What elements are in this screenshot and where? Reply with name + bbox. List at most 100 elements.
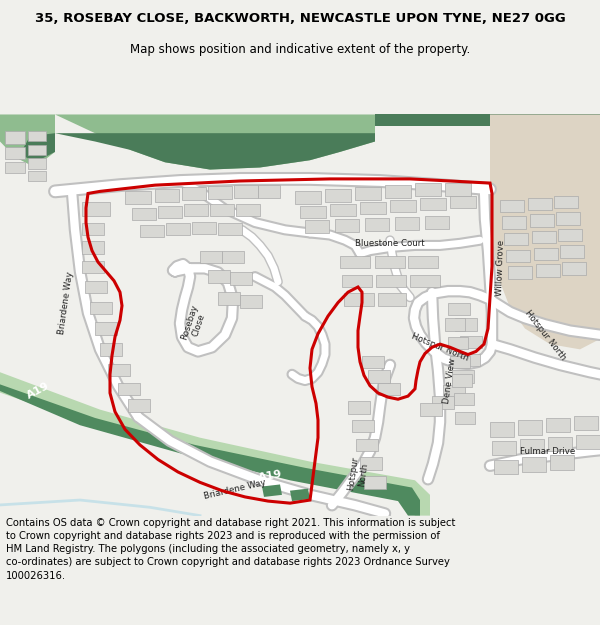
- Bar: [560, 246, 584, 258]
- Bar: [218, 222, 242, 235]
- Bar: [258, 185, 280, 198]
- Bar: [452, 370, 474, 382]
- Bar: [132, 208, 156, 221]
- Bar: [500, 200, 524, 212]
- Bar: [502, 216, 526, 229]
- Polygon shape: [0, 382, 420, 516]
- Bar: [236, 204, 260, 216]
- Bar: [494, 459, 518, 474]
- Text: Fulmar Drive: Fulmar Drive: [520, 447, 575, 456]
- Bar: [378, 382, 400, 395]
- Text: 35, ROSEBAY CLOSE, BACKWORTH, NEWCASTLE UPON TYNE, NE27 0GG: 35, ROSEBAY CLOSE, BACKWORTH, NEWCASTLE …: [35, 12, 565, 25]
- Bar: [492, 441, 516, 456]
- Bar: [90, 301, 112, 314]
- Bar: [330, 204, 356, 216]
- Text: Map shows position and indicative extent of the property.: Map shows position and indicative extent…: [130, 42, 470, 56]
- Polygon shape: [262, 484, 282, 497]
- Bar: [95, 322, 117, 335]
- Bar: [556, 212, 580, 224]
- Bar: [5, 162, 25, 172]
- Bar: [108, 364, 130, 376]
- Bar: [362, 356, 384, 368]
- Bar: [364, 476, 386, 489]
- Bar: [452, 374, 472, 387]
- Bar: [546, 418, 570, 432]
- Bar: [385, 185, 411, 198]
- Bar: [375, 256, 405, 268]
- Bar: [448, 337, 468, 349]
- Bar: [558, 229, 582, 241]
- Bar: [222, 251, 244, 263]
- Bar: [355, 188, 381, 200]
- Bar: [425, 216, 449, 229]
- Bar: [210, 204, 234, 216]
- Bar: [490, 422, 514, 437]
- Bar: [548, 437, 572, 451]
- Bar: [305, 221, 329, 233]
- Bar: [344, 293, 374, 306]
- Bar: [450, 196, 476, 208]
- Bar: [390, 200, 416, 212]
- Bar: [420, 403, 442, 416]
- Text: Briardene Way: Briardene Way: [203, 478, 267, 501]
- Polygon shape: [55, 114, 375, 169]
- Text: Hotspur North: Hotspur North: [410, 332, 470, 363]
- Bar: [208, 186, 232, 199]
- Bar: [28, 131, 46, 141]
- Bar: [182, 188, 206, 200]
- Bar: [218, 292, 240, 304]
- Bar: [360, 458, 382, 470]
- Bar: [554, 196, 578, 208]
- Bar: [356, 439, 378, 451]
- Bar: [184, 204, 208, 216]
- Bar: [100, 343, 122, 356]
- Bar: [445, 183, 471, 196]
- Bar: [562, 262, 586, 274]
- Bar: [518, 420, 542, 434]
- Bar: [445, 318, 465, 331]
- Text: Briardene Way: Briardene Way: [57, 271, 75, 334]
- Text: Rosebay
Close: Rosebay Close: [179, 303, 209, 344]
- Bar: [432, 396, 454, 409]
- Polygon shape: [20, 133, 55, 162]
- Text: Willow Grove: Willow Grove: [494, 240, 505, 296]
- Bar: [522, 458, 546, 472]
- Bar: [530, 214, 554, 227]
- Bar: [504, 233, 528, 246]
- Bar: [82, 222, 104, 235]
- Bar: [443, 384, 465, 397]
- Polygon shape: [55, 133, 375, 169]
- Bar: [82, 261, 104, 274]
- Polygon shape: [375, 114, 600, 126]
- Text: Contains OS data © Crown copyright and database right 2021. This information is : Contains OS data © Crown copyright and d…: [6, 518, 455, 581]
- Bar: [576, 434, 600, 449]
- Bar: [420, 198, 446, 210]
- Bar: [506, 249, 530, 262]
- Bar: [378, 293, 406, 306]
- Bar: [395, 217, 419, 230]
- Text: A19: A19: [25, 381, 51, 401]
- Bar: [192, 221, 216, 234]
- Polygon shape: [0, 372, 430, 516]
- Bar: [348, 401, 370, 414]
- Bar: [410, 274, 440, 287]
- Bar: [574, 416, 598, 431]
- Bar: [508, 266, 532, 279]
- Bar: [85, 281, 107, 293]
- Bar: [455, 412, 475, 424]
- Bar: [300, 206, 326, 218]
- Bar: [450, 356, 470, 368]
- Bar: [528, 198, 552, 210]
- Bar: [128, 399, 150, 412]
- Bar: [365, 218, 389, 231]
- Bar: [208, 271, 230, 283]
- Bar: [368, 370, 390, 382]
- Bar: [230, 272, 252, 285]
- Bar: [454, 393, 474, 406]
- Bar: [325, 189, 351, 202]
- Bar: [376, 274, 406, 287]
- Bar: [415, 183, 441, 196]
- Bar: [458, 354, 480, 366]
- Bar: [342, 274, 372, 287]
- Bar: [340, 256, 370, 268]
